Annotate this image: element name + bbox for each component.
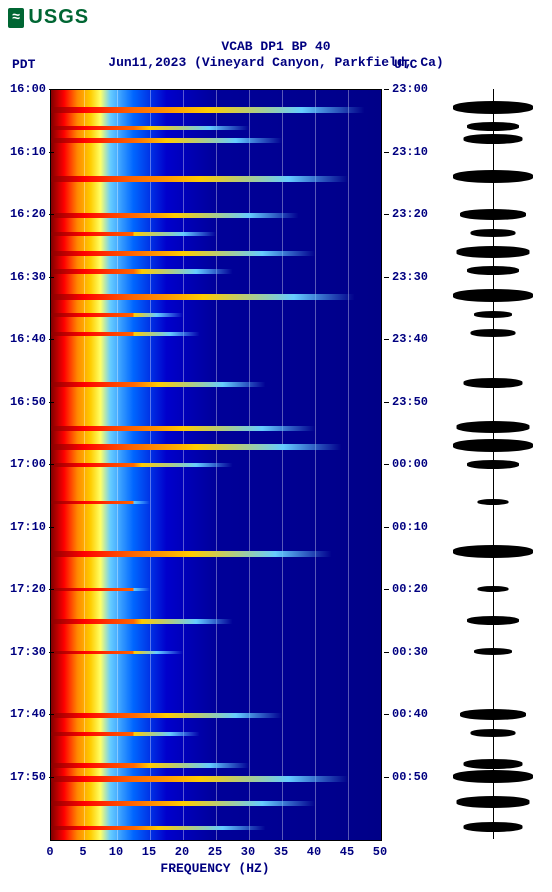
spectrogram-event (51, 588, 381, 591)
y-tick-right: 00:40 (392, 707, 428, 721)
spectrogram-event (51, 763, 381, 768)
y-tick-right: 23:50 (392, 395, 428, 409)
waveform-burst (473, 774, 513, 779)
spectrogram-event (51, 232, 381, 236)
y-tick-left: 17:40 (10, 707, 46, 721)
spectrogram-event (51, 826, 381, 831)
spectrogram-event (51, 138, 381, 143)
x-tick: 0 (46, 845, 53, 859)
waveform-trace (448, 89, 538, 839)
y-axis-left: 16:0016:1016:2016:3016:4016:5017:0017:10… (0, 89, 48, 839)
y-tick-left: 16:40 (10, 332, 46, 346)
y-tick-left: 16:50 (10, 395, 46, 409)
spectrogram-event (51, 444, 381, 450)
spectrogram-page: VCAB DP1 BP 40 Jun11,2023 (Vineyard Cany… (0, 35, 552, 891)
waveform-burst (480, 125, 506, 129)
spectrogram-event (51, 126, 381, 130)
x-axis: 05101520253035404550 (50, 841, 380, 861)
waveform-burst (473, 174, 513, 179)
x-axis-label: FREQUENCY (HZ) (50, 861, 380, 876)
y-tick-left: 16:00 (10, 82, 46, 96)
usgs-logo: ≈ USGS (0, 0, 552, 35)
spectrogram-event (51, 332, 381, 336)
waveform-burst (473, 293, 513, 298)
y-tick-right: 23:30 (392, 270, 428, 284)
spectrogram-event (51, 294, 381, 300)
waveform-burst (475, 799, 512, 804)
y-tick-left: 17:10 (10, 520, 46, 534)
spectrogram-event (51, 107, 381, 113)
waveform-burst (475, 424, 512, 429)
x-tick: 35 (274, 845, 288, 859)
spectrogram-event (51, 176, 381, 182)
y-tick-left: 17:30 (10, 645, 46, 659)
waveform-burst (475, 249, 512, 254)
y-tick-right: 23:40 (392, 332, 428, 346)
x-tick: 20 (175, 845, 189, 859)
spectrogram-event (51, 426, 381, 432)
y-tick-left: 16:30 (10, 270, 46, 284)
x-tick: 40 (307, 845, 321, 859)
chart-subtitle: Jun11,2023 (Vineyard Canyon, Parkfield, … (0, 55, 552, 71)
y-tick-right: 00:00 (392, 457, 428, 471)
y-tick-left: 16:10 (10, 145, 46, 159)
y-tick-right: 23:10 (392, 145, 428, 159)
waveform-burst (478, 137, 508, 141)
spectrogram-event (51, 213, 381, 218)
timezone-right-label: UTC (394, 57, 417, 72)
x-tick: 5 (79, 845, 86, 859)
spectrogram-event (51, 619, 381, 623)
spectrogram-event (51, 501, 381, 504)
waveform-burst (478, 762, 508, 766)
x-tick: 30 (241, 845, 255, 859)
y-tick-right: 00:20 (392, 582, 428, 596)
y-tick-left: 17:50 (10, 770, 46, 784)
spectrogram-event (51, 776, 381, 782)
waveform-burst (478, 825, 508, 829)
usgs-wave-icon: ≈ (8, 8, 24, 28)
x-tick: 45 (340, 845, 354, 859)
spectrogram-event (51, 382, 381, 387)
waveform-burst (484, 313, 503, 316)
waveform-burst (478, 381, 508, 385)
y-tick-left: 17:20 (10, 582, 46, 596)
chart-title-block: VCAB DP1 BP 40 Jun11,2023 (Vineyard Cany… (0, 35, 552, 70)
spectrogram-event (51, 313, 381, 317)
usgs-text: USGS (28, 6, 89, 29)
y-tick-right: 00:50 (392, 770, 428, 784)
timezone-left-label: PDT (12, 57, 35, 72)
y-tick-left: 17:00 (10, 457, 46, 471)
x-tick: 10 (109, 845, 123, 859)
waveform-burst (480, 462, 506, 466)
waveform-burst (473, 105, 513, 110)
spectrogram-event (51, 713, 381, 718)
waveform-burst (473, 549, 513, 554)
waveform-burst (480, 618, 506, 622)
x-tick: 15 (142, 845, 156, 859)
waveform-burst (473, 443, 513, 448)
y-axis-right: 23:0023:1023:2023:3023:4023:5000:0000:10… (384, 89, 438, 839)
spectrogram-event (51, 463, 381, 467)
spectrogram-event (51, 651, 381, 655)
waveform-burst (484, 650, 503, 653)
spectrogram-event (51, 551, 381, 557)
spectrogram-event (51, 732, 381, 736)
y-tick-right: 00:10 (392, 520, 428, 534)
chart-title: VCAB DP1 BP 40 (0, 39, 552, 55)
y-tick-right: 23:00 (392, 82, 428, 96)
waveform-burst (480, 268, 506, 272)
y-tick-right: 00:30 (392, 645, 428, 659)
spectrogram-event (51, 801, 381, 807)
x-tick: 50 (373, 845, 387, 859)
x-tick: 25 (208, 845, 222, 859)
y-tick-right: 23:20 (392, 207, 428, 221)
spectrogram-event (51, 251, 381, 257)
spectrogram-plot (50, 89, 382, 841)
spectrogram-event (51, 269, 381, 273)
y-tick-left: 16:20 (10, 207, 46, 221)
